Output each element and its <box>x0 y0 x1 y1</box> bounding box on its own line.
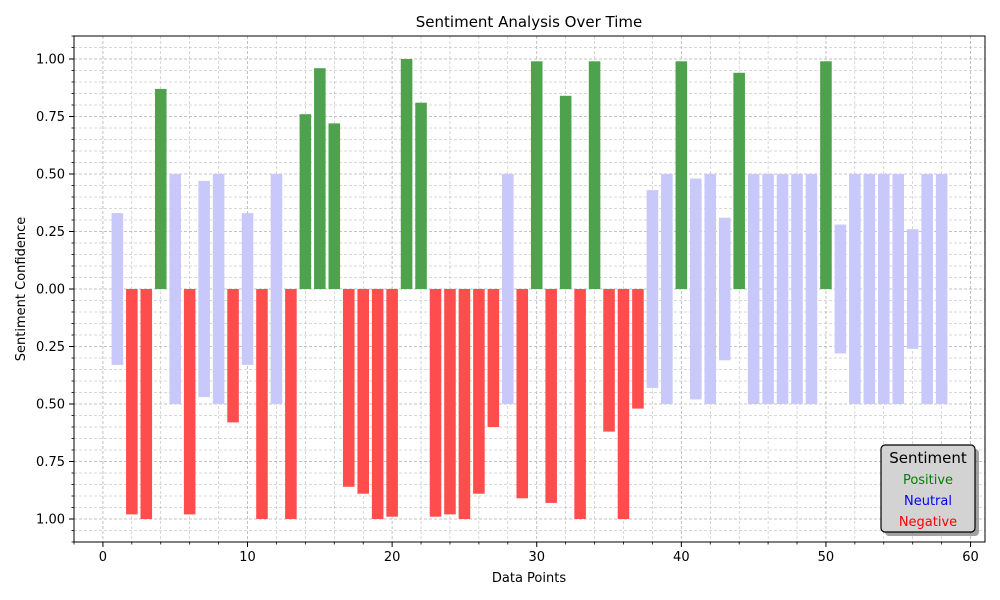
bar-neutral <box>791 174 803 404</box>
bar-positive <box>733 72 745 289</box>
legend-box <box>880 444 976 533</box>
bar-negative <box>473 289 485 494</box>
bars <box>111 59 948 519</box>
bar-negative <box>386 289 398 517</box>
bar-positive <box>675 61 688 289</box>
bar-positive <box>530 61 543 289</box>
bar-neutral <box>834 224 847 354</box>
x-tick-label: 10 <box>239 550 256 565</box>
bar-positive <box>415 102 427 289</box>
bar-neutral <box>270 174 283 404</box>
y-tick-label: 0.50 <box>36 398 65 413</box>
bar-negative <box>371 289 384 519</box>
axes: 0 10 20 30 40 50 60 1.00 0.75 0.50 0.25 0.00 0.25 0.5… <box>36 35 979 565</box>
bar-neutral <box>776 174 789 404</box>
x-tick-label: 40 <box>673 550 690 565</box>
y-tick-label: 0.50 <box>36 168 65 183</box>
bar-negative <box>256 289 268 519</box>
x-tick-label: 0 <box>99 550 107 565</box>
bar-neutral <box>718 217 731 361</box>
x-tick-label: 50 <box>818 550 835 565</box>
bar-neutral <box>762 174 774 404</box>
bar-negative <box>342 289 355 487</box>
bar-negative <box>444 289 456 515</box>
y-tick-label: 0.25 <box>36 225 65 240</box>
bar-neutral <box>805 174 818 404</box>
grid-lines <box>73 35 985 543</box>
bar-neutral <box>646 190 659 388</box>
bar-neutral <box>747 174 760 404</box>
bar-negative <box>632 289 644 409</box>
y-tick-label: 0.75 <box>36 455 65 470</box>
legend-entry-positive: Positive <box>903 473 953 488</box>
bar-neutral <box>877 174 890 404</box>
bar-neutral <box>935 174 948 404</box>
y-axis-label: Sentiment Confidence <box>14 217 29 361</box>
bar-neutral <box>863 174 876 404</box>
x-tick-label: 60 <box>962 550 979 565</box>
bar-negative <box>574 289 586 519</box>
y-tick-label: 0.75 <box>36 110 65 125</box>
bar-neutral <box>921 174 933 404</box>
bar-neutral <box>906 229 919 349</box>
bar-positive <box>299 114 312 289</box>
y-tick-label: 0.25 <box>36 340 65 355</box>
bar-negative <box>140 289 153 519</box>
bar-negative <box>516 289 529 499</box>
bar-negative <box>429 289 442 517</box>
bar-neutral <box>849 174 861 404</box>
bar-positive <box>588 61 601 289</box>
legend-entry-neutral: Neutral <box>904 494 952 509</box>
x-tick-label: 20 <box>384 550 401 565</box>
bar-neutral <box>169 174 182 404</box>
legend-entries: Positive Neutral Negative <box>899 473 957 530</box>
bar-positive <box>328 123 341 290</box>
legend-title: Sentiment <box>889 449 967 467</box>
bar-positive <box>820 61 832 289</box>
bar-positive <box>154 88 167 290</box>
bar-neutral <box>661 174 673 404</box>
bar-negative <box>487 289 500 427</box>
y-tick-label: 1.00 <box>36 53 65 68</box>
bar-negative <box>183 289 196 515</box>
chart-title: Sentiment Analysis Over Time <box>416 13 642 31</box>
bar-neutral <box>502 174 514 404</box>
bar-positive <box>314 68 326 289</box>
bar-neutral <box>704 174 717 404</box>
bar-negative <box>285 289 297 519</box>
x-tick-label: 30 <box>528 550 545 565</box>
y-tick-label: 0.00 <box>36 283 65 298</box>
bar-positive <box>559 95 572 289</box>
bar-negative <box>458 289 471 519</box>
y-tick-label: 1.00 <box>36 513 65 528</box>
bar-negative <box>227 289 239 423</box>
bar-neutral <box>241 213 254 365</box>
bar-negative <box>126 289 138 515</box>
bar-neutral <box>111 213 124 365</box>
bar-negative <box>603 289 615 432</box>
bar-neutral <box>892 174 905 404</box>
bar-negative <box>357 289 369 494</box>
legend-entry-negative: Negative <box>899 515 957 530</box>
bar-neutral <box>690 178 702 400</box>
bar-negative <box>545 289 557 503</box>
bar-neutral <box>212 174 225 404</box>
x-axis-label: Data Points <box>492 571 566 586</box>
bar-neutral <box>198 180 210 398</box>
bar-negative <box>617 289 630 519</box>
legend: Sentiment Positive Neutral Negative <box>880 444 979 536</box>
bar-positive <box>400 59 413 289</box>
